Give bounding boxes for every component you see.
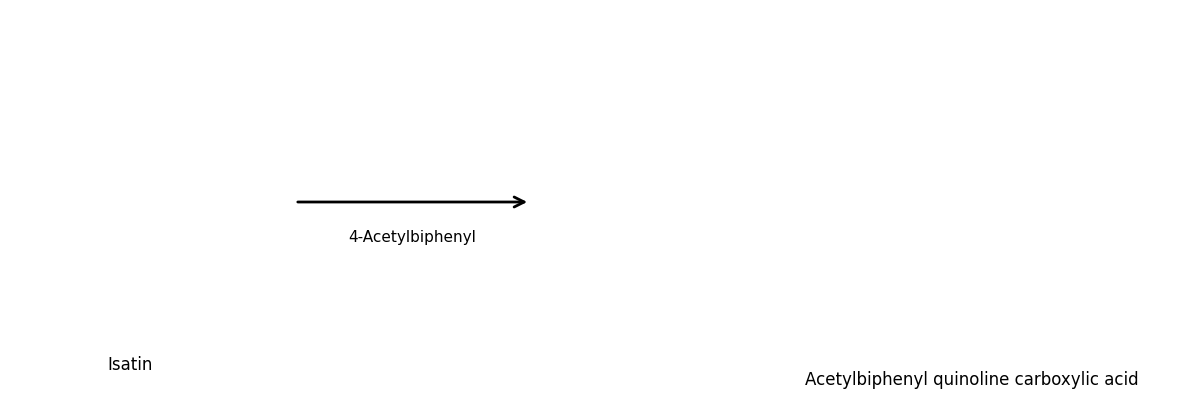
Text: 4-Acetylbiphenyl: 4-Acetylbiphenyl	[349, 230, 476, 245]
Text: Isatin: Isatin	[108, 356, 152, 374]
Text: Acetylbiphenyl quinoline carboxylic acid: Acetylbiphenyl quinoline carboxylic acid	[805, 371, 1138, 389]
